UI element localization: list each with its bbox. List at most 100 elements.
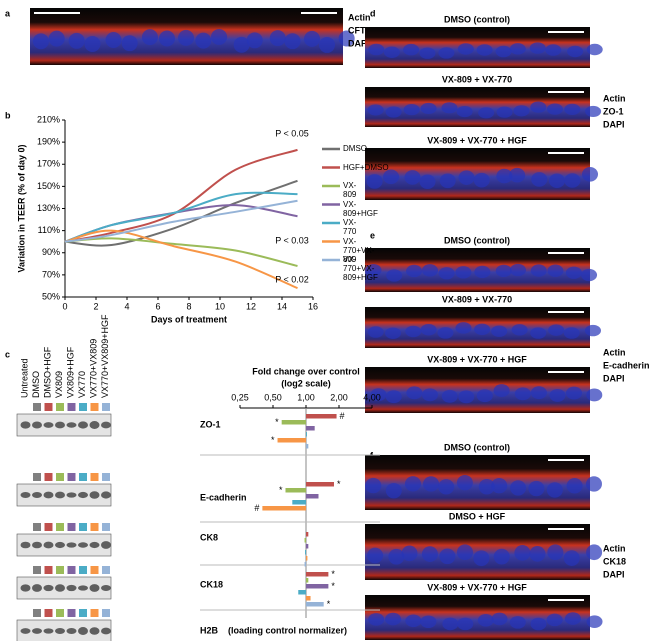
nucleus bbox=[565, 266, 582, 279]
significance: * bbox=[279, 485, 283, 495]
lane-swatch bbox=[44, 566, 53, 574]
stain-label: DAPI bbox=[348, 38, 370, 48]
nucleus bbox=[586, 388, 603, 402]
nucleus bbox=[564, 103, 581, 115]
stain-label: Actin bbox=[603, 93, 626, 103]
band bbox=[66, 627, 77, 635]
legend-label: HGF+DMSO bbox=[343, 162, 389, 172]
nucleus bbox=[546, 613, 563, 627]
nucleus bbox=[586, 43, 603, 56]
nucleus bbox=[439, 548, 456, 565]
lane-swatch bbox=[56, 523, 64, 531]
nucleus bbox=[474, 323, 491, 336]
band bbox=[78, 627, 88, 635]
nucleus bbox=[495, 45, 512, 58]
x-axis-label: Days of treatment bbox=[151, 314, 227, 324]
band bbox=[55, 421, 65, 429]
nucleus bbox=[528, 480, 545, 497]
y-tick-label: 150% bbox=[37, 181, 60, 191]
nucleus bbox=[581, 268, 598, 282]
bar bbox=[304, 562, 306, 567]
band bbox=[20, 491, 31, 499]
legend-label: VX-809+HGF bbox=[343, 199, 378, 218]
nucleus bbox=[547, 264, 564, 277]
nucleus bbox=[529, 546, 546, 562]
bar bbox=[305, 550, 306, 555]
band bbox=[43, 491, 54, 499]
significance: * bbox=[337, 479, 341, 489]
band bbox=[89, 541, 100, 549]
nucleus bbox=[493, 548, 510, 565]
lane-swatch bbox=[67, 523, 76, 531]
bar bbox=[306, 482, 334, 487]
nucleus bbox=[32, 33, 49, 50]
lane-swatch bbox=[90, 473, 99, 481]
lane-swatch bbox=[33, 566, 41, 574]
lane-label: VX809 bbox=[54, 371, 64, 398]
band bbox=[66, 584, 77, 592]
band bbox=[101, 541, 111, 549]
nucleus bbox=[246, 32, 263, 49]
nucleus bbox=[423, 476, 440, 492]
nucleus bbox=[195, 32, 212, 49]
normalizer-label: H2B bbox=[200, 625, 219, 635]
bar bbox=[306, 584, 329, 589]
line bbox=[64, 237, 298, 267]
bar bbox=[306, 572, 329, 577]
nucleus bbox=[567, 45, 584, 58]
nucleus bbox=[405, 325, 422, 338]
lane-swatch bbox=[33, 609, 41, 617]
nucleus bbox=[84, 36, 101, 52]
nucleus bbox=[385, 612, 402, 626]
nucleus bbox=[68, 32, 85, 49]
nucleus bbox=[530, 264, 547, 277]
band bbox=[78, 491, 88, 499]
band bbox=[78, 421, 88, 429]
band bbox=[101, 421, 111, 429]
lane-label: VX809+HGF bbox=[65, 346, 75, 398]
lane-swatch bbox=[56, 403, 64, 411]
lane-swatch bbox=[56, 473, 64, 481]
nucleus bbox=[491, 612, 508, 626]
lane-label: DMSO+HGF bbox=[42, 346, 52, 398]
x-tick-label: 12 bbox=[246, 301, 256, 311]
lane-swatch bbox=[44, 523, 53, 531]
bar bbox=[306, 602, 324, 607]
nucleus bbox=[121, 35, 138, 52]
nucleus bbox=[365, 263, 382, 277]
image-title: VX-809 + VX-770 bbox=[442, 294, 512, 304]
bar bbox=[281, 420, 306, 425]
nucleus bbox=[586, 544, 603, 561]
nucleus bbox=[546, 482, 563, 498]
nucleus bbox=[366, 174, 383, 189]
line bbox=[64, 229, 298, 290]
lane-label: DMSO bbox=[31, 371, 41, 398]
nucleus bbox=[563, 327, 580, 339]
nucleus bbox=[367, 104, 384, 116]
lane-swatch bbox=[67, 473, 76, 481]
nucleus bbox=[585, 105, 602, 118]
band bbox=[66, 422, 77, 428]
x-tick-label: 16 bbox=[308, 301, 318, 311]
nucleus bbox=[48, 30, 65, 47]
nucleus bbox=[457, 43, 474, 55]
x-tick-label: 14 bbox=[277, 301, 287, 311]
lane-swatch bbox=[90, 609, 99, 617]
lane-swatch bbox=[90, 403, 99, 411]
nucleus bbox=[420, 323, 437, 336]
band bbox=[101, 627, 111, 635]
nucleus bbox=[420, 102, 437, 115]
band bbox=[78, 542, 88, 548]
line bbox=[64, 179, 298, 247]
nucleus bbox=[509, 167, 526, 183]
nucleus bbox=[388, 548, 405, 565]
nucleus bbox=[511, 324, 528, 336]
band bbox=[101, 584, 111, 592]
significance: * bbox=[331, 569, 335, 579]
nucleus bbox=[455, 266, 472, 279]
nucleus bbox=[474, 265, 491, 279]
micrograph bbox=[365, 148, 590, 200]
nucleus bbox=[441, 389, 458, 403]
annotation: P < 0.03 bbox=[275, 235, 309, 245]
nucleus bbox=[437, 327, 454, 339]
